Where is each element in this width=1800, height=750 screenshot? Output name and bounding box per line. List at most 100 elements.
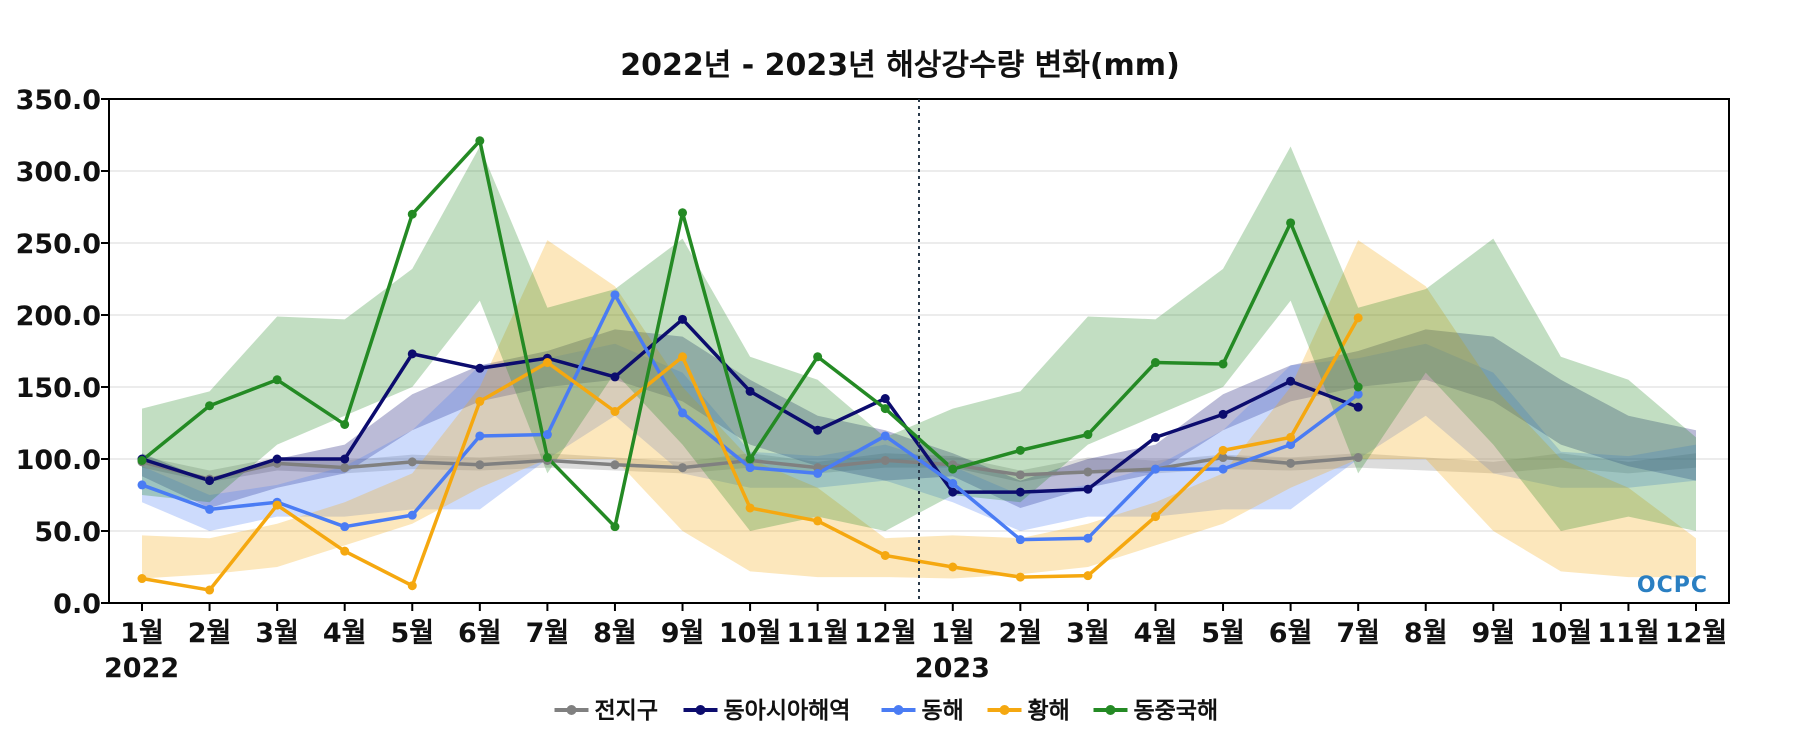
x-tick-label: 3월 <box>1066 618 1110 649</box>
x-tick-label: 4월 <box>323 618 367 649</box>
point-동해 <box>542 430 552 440</box>
point-동해 <box>678 408 688 418</box>
point-동중국해 <box>542 453 552 463</box>
point-동중국해 <box>678 208 688 218</box>
point-동해 <box>340 522 350 532</box>
point-황해 <box>340 546 350 556</box>
point-동해 <box>1286 440 1296 450</box>
point-동아시아해역 <box>1015 487 1025 497</box>
point-전지구 <box>1218 453 1228 463</box>
x-tick-label: 9월 <box>661 618 705 649</box>
y-tick-label: 150.0 <box>16 373 101 404</box>
legend-swatch-marker <box>1105 705 1116 715</box>
x-tick-label: 7월 <box>1336 618 1380 649</box>
point-동아시아해역 <box>745 386 755 396</box>
point-황해 <box>1083 571 1093 581</box>
x-tick-label: 5월 <box>390 618 434 649</box>
point-동해 <box>948 478 958 488</box>
point-황해 <box>205 585 215 595</box>
point-동중국해 <box>475 136 485 146</box>
point-동아시아해역 <box>813 425 823 435</box>
point-동중국해 <box>1015 445 1025 455</box>
legend-swatch-marker <box>893 705 904 715</box>
point-동중국해 <box>813 352 823 362</box>
point-전지구 <box>1286 458 1296 468</box>
point-동중국해 <box>272 375 282 385</box>
legend: 전지구 동아시아해역 동해 황해 동중국해 <box>554 698 1219 724</box>
point-동중국해 <box>1286 218 1296 228</box>
point-황해 <box>1150 512 1160 522</box>
point-동아시아해역 <box>1083 484 1093 494</box>
point-전지구 <box>678 463 688 473</box>
y-tick-label: 100.0 <box>16 445 101 476</box>
point-전지구 <box>1083 467 1093 477</box>
point-동해 <box>137 480 147 490</box>
legend-label: 동중국해 <box>1134 698 1219 724</box>
point-동해 <box>205 504 215 514</box>
point-황해 <box>272 500 282 510</box>
y-axis-ticks: 0.0 50.0 100.0 150.0 200.0 250.0 300.0 350.0 <box>16 85 109 620</box>
legend-label: 동해 <box>922 698 964 724</box>
point-전지구 <box>610 460 620 470</box>
point-전지구 <box>880 455 890 465</box>
x-tick-label: 2월 <box>999 618 1043 649</box>
point-동아시아해역 <box>1353 402 1363 412</box>
point-동중국해 <box>340 419 350 429</box>
year-labels: 2022 2023 <box>104 653 990 684</box>
x-axis-ticks: 1월 2월 3월 4월 5월 6월 7월 8월 9월 10월 11월 12월 1월 2월 3월 4월 5월 6월 7… <box>120 603 1727 649</box>
x-tick-label: 5월 <box>1201 618 1245 649</box>
point-동중국해 <box>1353 382 1363 392</box>
y-tick-label: 50.0 <box>34 517 101 548</box>
legend-label: 동아시아해역 <box>724 698 851 724</box>
point-황해 <box>1286 432 1296 442</box>
point-동해 <box>475 431 485 441</box>
x-tick-label: 11월 <box>786 618 848 649</box>
point-전지구 <box>1353 453 1363 463</box>
point-동해 <box>1353 389 1363 399</box>
x-tick-label: 9월 <box>1471 618 1515 649</box>
ocpc-watermark: OCPC <box>1637 573 1708 598</box>
point-동중국해 <box>1150 358 1160 368</box>
point-동해 <box>1083 533 1093 543</box>
legend-swatch-marker <box>566 705 577 715</box>
point-황해 <box>407 581 417 591</box>
point-전지구 <box>1015 470 1025 480</box>
x-tick-label: 11월 <box>1597 618 1659 649</box>
point-황해 <box>137 574 147 584</box>
chart-title: 2022년 - 2023년 해상강수량 변화(mm) <box>620 48 1180 83</box>
point-전지구 <box>407 457 417 467</box>
x-tick-label: 10월 <box>719 618 781 649</box>
point-동해 <box>1015 535 1025 545</box>
x-tick-label: 1월 <box>120 618 164 649</box>
point-동해 <box>1218 464 1228 474</box>
series-points <box>137 136 1363 595</box>
legend-label: 전지구 <box>595 698 658 724</box>
x-tick-label: 1월 <box>931 618 975 649</box>
legend-label: 황해 <box>1028 698 1070 724</box>
point-동아시아해역 <box>205 476 215 486</box>
point-동아시아해역 <box>1286 376 1296 386</box>
point-황해 <box>1015 572 1025 582</box>
x-tick-label: 12월 <box>1665 618 1727 649</box>
point-황해 <box>610 406 620 416</box>
point-동아시아해역 <box>610 372 620 382</box>
point-동아시아해역 <box>272 454 282 464</box>
x-tick-label: 12월 <box>854 618 916 649</box>
point-전지구 <box>475 460 485 470</box>
y-tick-label: 350.0 <box>16 85 101 116</box>
band-동중국해 <box>142 146 1696 531</box>
point-동중국해 <box>137 455 147 465</box>
x-tick-label: 10월 <box>1530 618 1592 649</box>
x-tick-label: 2월 <box>188 618 232 649</box>
point-동중국해 <box>407 209 417 219</box>
x-tick-label: 8월 <box>1404 618 1448 649</box>
point-황해 <box>1218 445 1228 455</box>
point-동중국해 <box>610 522 620 532</box>
legend-swatch-marker <box>999 705 1010 715</box>
point-동아시아해역 <box>948 487 958 497</box>
point-동해 <box>610 290 620 300</box>
point-동중국해 <box>205 401 215 411</box>
point-동중국해 <box>948 464 958 474</box>
point-황해 <box>1353 313 1363 323</box>
